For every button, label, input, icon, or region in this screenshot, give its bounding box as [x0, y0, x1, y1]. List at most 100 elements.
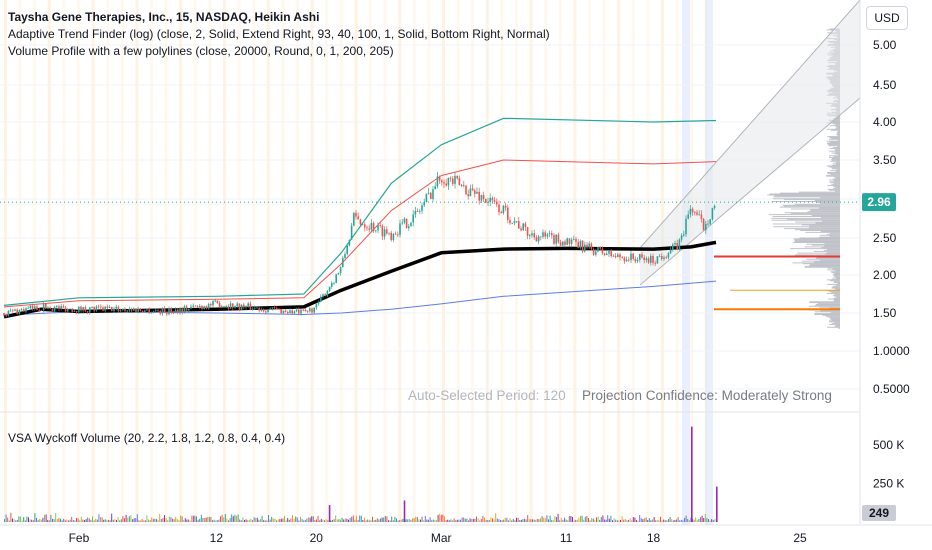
volume-tick-label: 500 K	[873, 438, 904, 452]
volume-bar	[336, 519, 338, 522]
volume-bar	[554, 516, 556, 522]
candle-body	[80, 306, 82, 311]
candle-body	[581, 240, 584, 252]
candle-body	[465, 185, 467, 195]
price-tick-label: 4.00	[873, 115, 897, 129]
candle-body	[256, 307, 258, 309]
candle-body	[3, 313, 5, 316]
candle-body	[685, 218, 687, 235]
volume-bar	[116, 520, 117, 522]
candle-body	[566, 238, 568, 245]
time-axis[interactable]: Feb 12 20 Mar 11 18 25	[69, 531, 807, 545]
candle-body	[42, 303, 45, 311]
candle-body	[315, 303, 318, 308]
volume-bar	[410, 519, 412, 522]
volume-bar	[234, 514, 236, 522]
volume-bar	[84, 520, 85, 522]
volume-bar	[703, 517, 705, 522]
price-axis[interactable]: 5.004.504.003.503.002.502.001.501.00000.…	[873, 38, 910, 396]
volume-bar	[527, 515, 529, 522]
volume-bar	[655, 520, 657, 522]
candle-body	[306, 311, 309, 312]
candle-body	[12, 310, 14, 312]
volume-bar	[687, 518, 689, 522]
volume-bar	[40, 519, 42, 522]
volume-bar	[210, 516, 212, 522]
volume-bars	[4, 426, 718, 522]
volume-bar	[445, 520, 447, 522]
volume-bar	[4, 519, 5, 522]
candle-body	[227, 306, 230, 309]
volume-axis[interactable]: 500 K 250 K	[873, 438, 904, 490]
volume-bar	[546, 515, 548, 522]
volume-bar	[477, 518, 479, 522]
volume-bar	[348, 519, 349, 522]
candle-body	[210, 304, 212, 306]
candle-body	[577, 242, 579, 248]
indicator-legend-trend-finder[interactable]: Adaptive Trend Finder (log) (close, 2, S…	[8, 27, 550, 41]
candle-body	[174, 309, 177, 313]
volume-bar	[330, 520, 332, 522]
volume-bar	[68, 520, 69, 522]
volume-bar	[680, 519, 682, 522]
volume-spike-bar	[403, 500, 406, 522]
volume-bar	[240, 520, 242, 522]
candle-body	[311, 308, 313, 313]
candle-body	[645, 258, 648, 261]
volume-bar	[540, 518, 541, 522]
candle-body	[64, 307, 67, 312]
lower-band-line	[3, 280, 717, 316]
session-band	[120, 0, 124, 525]
session-band	[558, 0, 562, 525]
volume-bar	[384, 515, 386, 522]
candle-body	[58, 306, 60, 309]
candle-body	[62, 306, 65, 308]
indicator-legend-volume-profile[interactable]: Volume Profile with a few polylines (clo…	[8, 44, 394, 58]
candle-body	[507, 207, 509, 220]
volume-bar	[136, 514, 138, 522]
candle-body	[441, 180, 443, 183]
volume-bar	[255, 517, 257, 522]
volume-bar	[244, 519, 245, 522]
volume-bar	[237, 514, 239, 522]
volume-bar	[476, 516, 477, 522]
candle-body	[324, 294, 326, 297]
volume-bar	[488, 519, 490, 522]
volume-bar	[503, 519, 505, 522]
candle-body	[346, 245, 348, 255]
currency-button[interactable]: USD	[866, 6, 908, 30]
volume-bar	[584, 516, 586, 522]
volume-bar	[90, 519, 92, 522]
volume-bar	[610, 515, 612, 522]
volume-bar	[642, 519, 644, 522]
volume-bar	[93, 520, 95, 522]
volume-bar	[482, 515, 484, 522]
volume-bar	[226, 518, 228, 522]
upper-mid-band-line	[3, 159, 717, 308]
volume-pane-title[interactable]: VSA Wyckoff Volume (20, 2.2, 1.8, 1.2, 0…	[8, 431, 286, 445]
volume-bar	[260, 518, 261, 522]
volume-bar	[418, 519, 420, 522]
volume-bar	[340, 519, 341, 522]
volume-bar	[282, 518, 284, 522]
volume-bar	[423, 520, 425, 522]
volume-bar	[205, 517, 207, 522]
volume-bar	[301, 519, 303, 522]
session-band	[369, 0, 372, 525]
volume-bar	[588, 517, 589, 522]
candle-body	[190, 306, 192, 309]
volume-bar	[524, 518, 525, 522]
candle-body	[163, 308, 166, 313]
volume-bar	[556, 516, 557, 522]
volume-bar	[677, 517, 679, 522]
volume-bar	[536, 518, 538, 522]
volume-bar	[381, 517, 383, 522]
chart-title[interactable]: Taysha Gene Therapies, Inc., 15, NASDAQ,…	[8, 10, 320, 24]
price-tick-label: 4.50	[873, 78, 897, 92]
volume-bar	[498, 519, 500, 522]
volume-bar	[664, 520, 666, 522]
volume-bar	[564, 517, 565, 522]
candle-body	[113, 308, 115, 312]
volume-bar	[53, 519, 55, 522]
candle-body	[238, 303, 241, 310]
